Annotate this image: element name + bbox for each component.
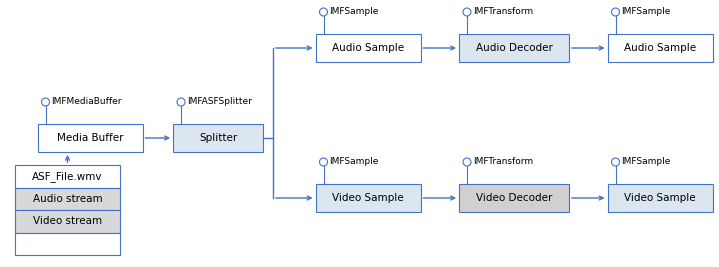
Text: IMFSample: IMFSample bbox=[329, 158, 379, 167]
Text: IMFMediaBuffer: IMFMediaBuffer bbox=[52, 97, 122, 107]
Bar bbox=[37, 124, 142, 152]
Bar bbox=[15, 165, 120, 187]
Bar bbox=[15, 187, 120, 210]
Text: Video Sample: Video Sample bbox=[624, 193, 696, 203]
Bar bbox=[459, 34, 569, 62]
Text: IMFASFSplitter: IMFASFSplitter bbox=[187, 97, 252, 107]
Text: ASF_File.wmv: ASF_File.wmv bbox=[32, 171, 103, 182]
Text: Audio stream: Audio stream bbox=[32, 194, 102, 204]
Bar bbox=[608, 34, 713, 62]
Bar bbox=[15, 210, 120, 233]
Text: Video Sample: Video Sample bbox=[332, 193, 404, 203]
Bar bbox=[459, 184, 569, 212]
Text: Media Buffer: Media Buffer bbox=[57, 133, 123, 143]
Text: Video stream: Video stream bbox=[33, 216, 102, 226]
Text: IMFSample: IMFSample bbox=[621, 158, 671, 167]
Bar bbox=[316, 184, 421, 212]
Text: Audio Sample: Audio Sample bbox=[332, 43, 404, 53]
Bar bbox=[608, 184, 713, 212]
Bar bbox=[316, 34, 421, 62]
Text: Audio Sample: Audio Sample bbox=[624, 43, 696, 53]
Bar bbox=[173, 124, 263, 152]
Text: Splitter: Splitter bbox=[199, 133, 237, 143]
Text: IMFTransform: IMFTransform bbox=[473, 158, 533, 167]
Text: IMFTransform: IMFTransform bbox=[473, 7, 533, 17]
Text: Video Decoder: Video Decoder bbox=[476, 193, 552, 203]
Text: Audio Decoder: Audio Decoder bbox=[475, 43, 552, 53]
Text: IMFSample: IMFSample bbox=[621, 7, 671, 17]
Text: IMFSample: IMFSample bbox=[329, 7, 379, 17]
Bar bbox=[15, 233, 120, 255]
